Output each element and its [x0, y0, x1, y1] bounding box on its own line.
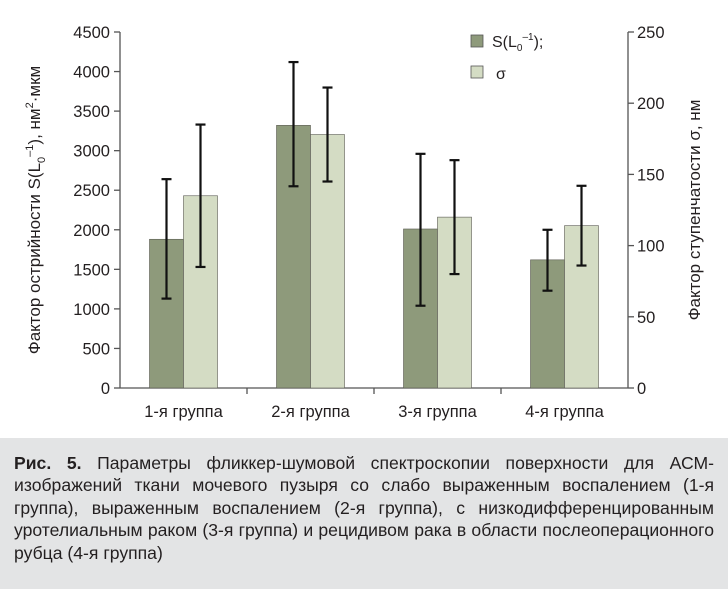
- left-axis-label-sub: 0: [36, 157, 48, 163]
- right-tick-label: 50: [637, 309, 655, 327]
- legend-label-s-main: S(L: [492, 34, 517, 51]
- left-axis-label-end: ·мкм: [25, 66, 44, 102]
- figure-caption: Рис. 5. Параметры фликкер-шумовой спектр…: [0, 438, 728, 589]
- left-axis-label: Фактор острийности S(L0–1), нм2·мкм: [24, 66, 48, 354]
- left-tick-label: 4500: [73, 24, 110, 42]
- left-axis-label-main: Фактор острийности S(L: [25, 163, 44, 354]
- left-tick-label: 2000: [73, 222, 110, 240]
- legend: S(L0–1); σ: [470, 32, 543, 83]
- left-tick-label: 2500: [73, 182, 110, 200]
- legend-label-s-sup: –1: [522, 32, 534, 43]
- left-tick-label: 1500: [73, 261, 110, 279]
- x-tick-label: 3-я группа: [398, 403, 477, 421]
- right-tick-label: 250: [637, 24, 665, 42]
- right-tick-label: 0: [637, 380, 646, 398]
- right-axis-ticks: 0 50 100 150 200 250: [628, 24, 665, 398]
- legend-label-sigma: σ: [496, 66, 506, 83]
- left-tick-label: 0: [101, 380, 110, 398]
- legend-label-s: S(L0–1);: [492, 32, 543, 54]
- legend-swatch-sigma: [470, 65, 484, 79]
- left-axis-label-sup: –1: [24, 145, 36, 157]
- right-axis-label: Фактор ступенчатости σ, нм: [685, 100, 704, 321]
- left-tick-label: 4000: [73, 64, 110, 82]
- left-axis-label-sup2: 2: [24, 102, 36, 108]
- left-tick-label: 3000: [73, 143, 110, 161]
- left-tick-label: 1000: [73, 301, 110, 319]
- left-axis-label-tail: ), нм: [25, 108, 44, 144]
- x-tick-label: 4-я группа: [525, 403, 604, 421]
- legend-label-s-tail: );: [534, 34, 544, 51]
- x-tick-label: 1-я группа: [144, 403, 223, 421]
- x-tick-label: 2-я группа: [271, 403, 350, 421]
- x-axis-ticks: 1-я группа 2-я группа 3-я группа 4-я группа: [144, 388, 605, 421]
- caption-label: Рис. 5.: [14, 453, 82, 473]
- right-tick-label: 200: [637, 95, 665, 113]
- legend-swatch-s: [470, 34, 484, 48]
- right-tick-label: 100: [637, 238, 665, 256]
- chart: 0 500 1000 1500 2000 2500 3000 3500 4000 4500 0 50…: [24, 24, 704, 421]
- caption-text: Параметры фликкер-шумовой спектроскопии …: [14, 453, 714, 563]
- left-tick-label: 500: [82, 340, 110, 358]
- error-bars: [161, 60, 587, 307]
- bars: [149, 125, 599, 389]
- left-axis-ticks: 0 500 1000 1500 2000 2500 3000 3500 4000 4500: [73, 24, 120, 398]
- legend-label-s-sub: 0: [517, 43, 523, 54]
- right-tick-label: 150: [637, 166, 665, 184]
- left-tick-label: 3500: [73, 103, 110, 121]
